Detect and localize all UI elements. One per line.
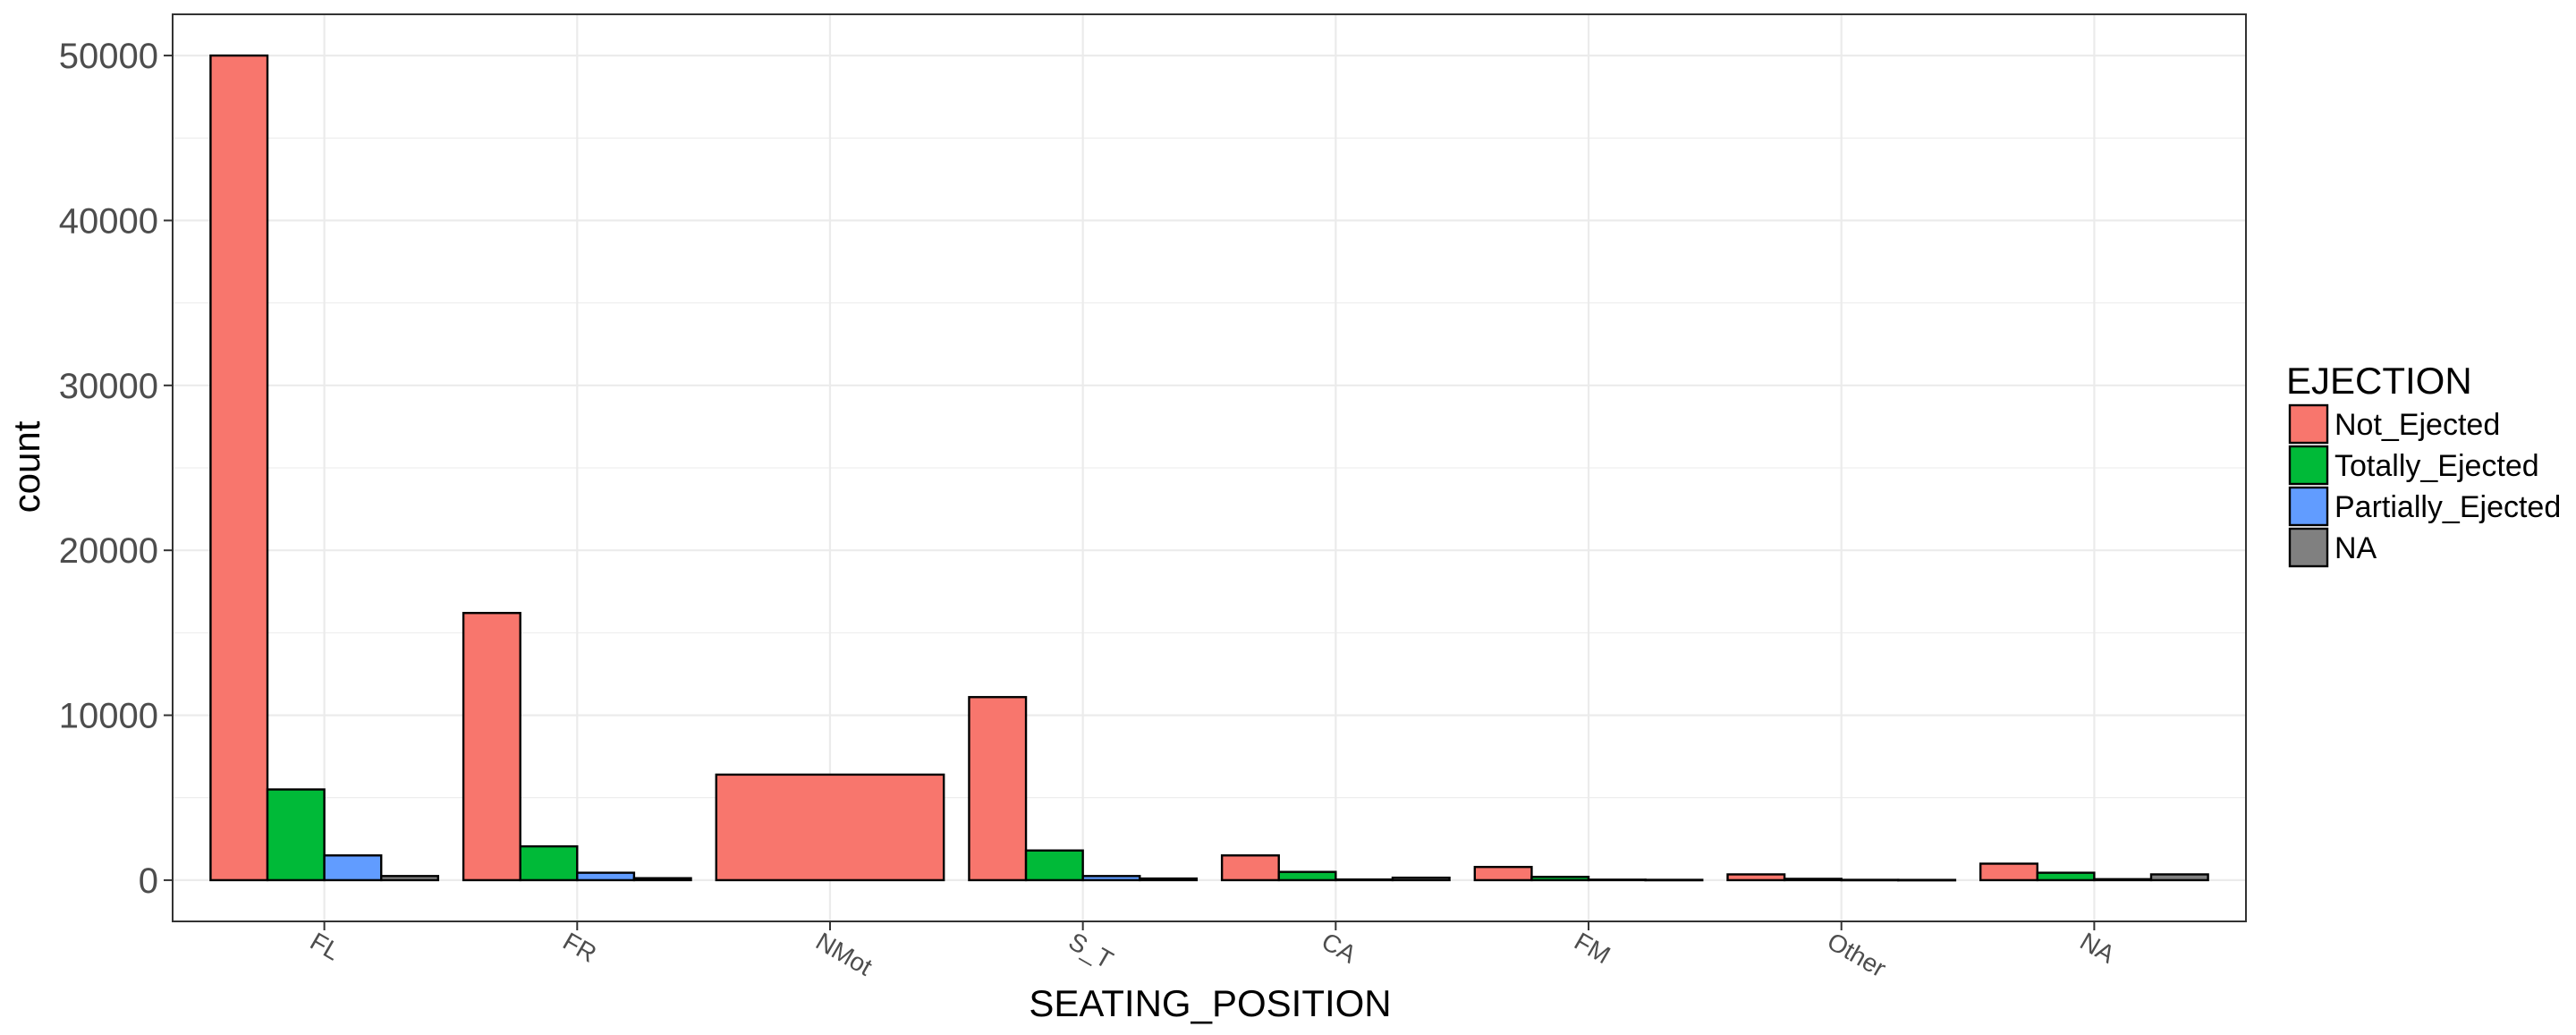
y-tick-label: 50000 <box>59 37 158 76</box>
x-tick-label: FR <box>558 927 601 968</box>
bar-fl-na <box>380 875 440 882</box>
x-axis-title: SEATING_POSITION <box>1029 982 1391 1024</box>
y-tick-label: 10000 <box>59 697 158 736</box>
y-axis-title: count <box>5 420 47 513</box>
bar-other-na <box>1897 878 1957 882</box>
bar-fm-not-ejected <box>1473 865 1533 882</box>
bar-ca-totally-ejected <box>1277 870 1337 882</box>
bar-ca-na <box>1391 876 1451 882</box>
bar-na-not-ejected <box>1979 862 2038 882</box>
x-tick-label: NMot <box>811 927 877 980</box>
bar-fr-na <box>632 877 692 882</box>
bar-ca-not-ejected <box>1220 854 1280 882</box>
legend-items: Not_Ejected Totally_Ejected Partially_Ejec… <box>2288 403 2561 568</box>
legend-key <box>2288 527 2329 568</box>
bar-nmot-not-ejected <box>715 773 945 882</box>
bar-fr-not-ejected <box>462 612 521 882</box>
bar-fm-na <box>1644 878 1704 882</box>
bar-fl-not-ejected <box>209 54 269 882</box>
bars <box>209 54 2209 882</box>
legend-key <box>2288 445 2329 486</box>
x-tick-label: NA <box>2075 927 2119 968</box>
legend-label: Not_Ejected <box>2334 408 2500 442</box>
y-tick-label: 20000 <box>59 531 158 571</box>
bar-na-totally-ejected <box>2036 871 2096 882</box>
y-tick-label: 30000 <box>59 367 158 406</box>
legend-label: Totally_Ejected <box>2334 449 2539 483</box>
bar-na-na <box>2149 873 2209 882</box>
x-tick-label: S_T <box>1064 927 1118 974</box>
x-tick-label: Other <box>1823 927 1891 982</box>
legend: EJECTION Not_Ejected Totally_Ejected Parti… <box>2286 360 2561 568</box>
y-tick-label: 0 <box>139 861 158 901</box>
legend-key <box>2288 403 2329 445</box>
bar-other-totally-ejected <box>1783 878 1843 882</box>
bar-fr-totally-ejected <box>519 844 579 882</box>
x-tick-label: CA <box>1317 927 1360 968</box>
legend-label: NA <box>2334 531 2377 565</box>
bar-other-partially-ejected <box>1840 878 1900 882</box>
legend-title: EJECTION <box>2286 360 2472 402</box>
bar-other-not-ejected <box>1726 873 1786 882</box>
bar-fl-totally-ejected <box>266 788 326 882</box>
bar-fm-totally-ejected <box>1530 876 1590 882</box>
x-axis-ticks: FL FR NMot S_T CA FM Other NA <box>306 921 2120 982</box>
legend-label: Partially_Ejected <box>2334 490 2561 524</box>
bar-ca-partially-ejected <box>1335 878 1394 882</box>
bar-s-t-not-ejected <box>968 696 1028 882</box>
x-tick-label: FL <box>306 927 345 965</box>
bar-fm-partially-ejected <box>1587 878 1647 882</box>
y-axis-ticks: 0 10000 20000 30000 40000 50000 <box>59 37 173 901</box>
bar-s-t-na <box>1139 877 1199 882</box>
bar-na-partially-ejected <box>2093 878 2153 882</box>
bar-s-t-totally-ejected <box>1024 849 1084 882</box>
bar-fl-partially-ejected <box>323 854 383 882</box>
y-tick-label: 40000 <box>59 201 158 241</box>
bar-s-t-partially-ejected <box>1081 875 1141 882</box>
x-tick-label: FM <box>1570 927 1615 969</box>
legend-key <box>2288 486 2329 527</box>
bar-fr-partially-ejected <box>576 871 636 882</box>
plot-panel-border <box>172 13 2247 922</box>
